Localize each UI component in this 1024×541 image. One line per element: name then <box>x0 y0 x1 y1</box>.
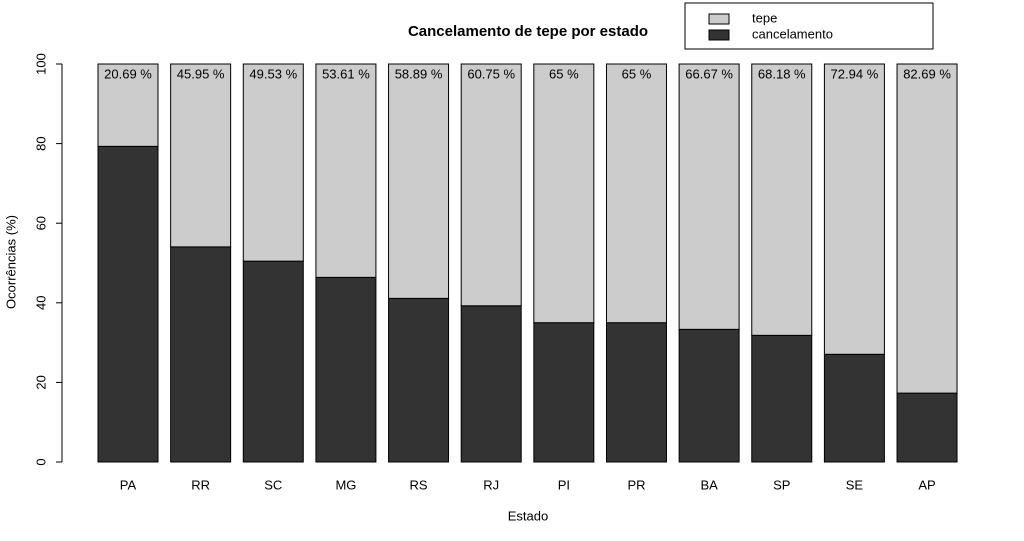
data-label: 53.61 % <box>322 66 370 81</box>
bar-segment <box>170 63 232 248</box>
bar-segment <box>97 145 159 463</box>
x-tick-label: SE <box>846 477 864 492</box>
y-tick-label: 60 <box>33 216 48 230</box>
bar-segment <box>605 63 667 324</box>
data-label: 58.89 % <box>395 66 443 81</box>
bar-segment <box>460 305 522 463</box>
y-tick-label: 0 <box>33 458 48 465</box>
legend-swatch <box>708 13 730 25</box>
y-tick-label: 40 <box>33 296 48 310</box>
bar-segment <box>315 63 377 278</box>
bar-segment <box>896 392 958 463</box>
x-tick-label: SP <box>773 477 790 492</box>
bar-segment <box>896 63 958 394</box>
x-tick-label: SC <box>264 477 282 492</box>
data-label: 66.67 % <box>685 66 733 81</box>
data-label: 45.95 % <box>177 66 225 81</box>
data-label: 65 % <box>622 66 652 81</box>
bar-segment <box>533 322 595 463</box>
x-tick-label: RR <box>191 477 210 492</box>
y-tick-label: 100 <box>33 53 48 75</box>
data-label: 65 % <box>549 66 579 81</box>
bar-segment <box>388 63 450 299</box>
data-label: 49.53 % <box>249 66 297 81</box>
x-tick-label: PR <box>627 477 645 492</box>
bar-segment <box>605 322 667 463</box>
x-tick-label: RJ <box>483 477 499 492</box>
bar-segment <box>97 63 159 147</box>
bar-segment <box>460 63 522 307</box>
x-axis-label: Estado <box>508 508 548 523</box>
bar-segment <box>533 63 595 324</box>
bar-segment <box>678 63 740 330</box>
data-label: 60.75 % <box>467 66 515 81</box>
bar-segment <box>388 297 450 463</box>
legend-label: tepe <box>752 10 777 25</box>
bar-segment <box>170 246 232 463</box>
legend-box <box>684 2 934 50</box>
bar-segment <box>678 328 740 463</box>
bar-segment <box>751 334 813 463</box>
data-label: 20.69 % <box>104 66 152 81</box>
bar-segment <box>242 63 304 262</box>
chart-title: Cancelamento de tepe por estado <box>408 23 648 40</box>
y-tick-label: 20 <box>33 375 48 389</box>
bar-segment <box>315 276 377 463</box>
bar-segment <box>823 63 885 355</box>
bar-segment <box>242 260 304 463</box>
y-axis-label: Ocorrências (%) <box>3 215 18 309</box>
bar-segment <box>751 63 813 336</box>
x-tick-label: AP <box>918 477 935 492</box>
x-tick-label: PI <box>558 477 570 492</box>
legend-swatch <box>708 29 730 41</box>
data-label: 68.18 % <box>758 66 806 81</box>
x-tick-label: PA <box>120 477 137 492</box>
y-tick-label: 80 <box>33 136 48 150</box>
x-tick-label: BA <box>700 477 718 492</box>
data-label: 72.94 % <box>831 66 879 81</box>
x-tick-label: RS <box>410 477 428 492</box>
x-tick-label: MG <box>335 477 356 492</box>
legend-label: cancelamento <box>752 26 833 41</box>
data-label: 82.69 % <box>903 66 951 81</box>
bar-segment <box>823 353 885 463</box>
